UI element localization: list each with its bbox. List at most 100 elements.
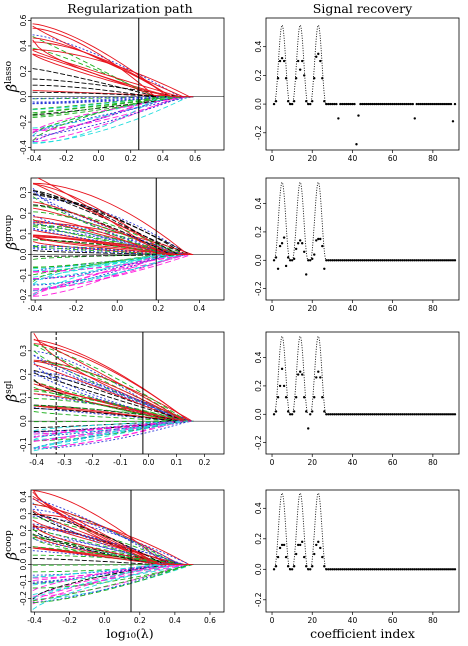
estimate-point <box>361 413 364 416</box>
estimate-point <box>381 413 384 416</box>
estimate-point <box>325 102 328 106</box>
path-lines <box>31 490 224 610</box>
estimate-point <box>403 102 406 106</box>
plot-frame <box>30 177 225 301</box>
estimate-point <box>341 102 344 106</box>
coef-path-green <box>33 211 194 255</box>
estimate-point <box>288 413 292 416</box>
estimate-point <box>319 59 322 63</box>
coef-path-red <box>32 534 194 566</box>
estimate-point <box>351 413 354 416</box>
path-panel-0: -0.4 -0.2 0.0 0.2 0.4 0.6 -0.4 -0.2 0.0 0.2 0.4 0.6 <box>19 14 225 163</box>
x-tick-label: -0.2 <box>62 616 77 625</box>
right-x-axis-title: coefficient index <box>310 626 415 641</box>
y-tick-label: 0.0 <box>254 254 263 266</box>
estimate-point <box>361 259 364 262</box>
estimate-point <box>363 102 366 106</box>
y-tick-label: -0.2 <box>254 435 263 450</box>
estimate-point <box>365 568 368 571</box>
estimate-point <box>298 239 302 242</box>
true-signal-curve <box>273 492 291 570</box>
estimate-point <box>411 568 414 571</box>
estimate-point <box>345 568 348 571</box>
path-lines <box>31 23 224 144</box>
true-signal-curve <box>273 181 291 261</box>
coef-path-magenta <box>32 564 194 600</box>
plot-frame <box>265 331 460 455</box>
coef-path-red <box>32 526 194 566</box>
x-tick-label: -0.1 <box>113 458 128 467</box>
estimate-point <box>286 410 290 413</box>
y-tick-label: 0.4 <box>19 491 28 503</box>
estimate-point <box>309 259 312 262</box>
y-tick-label: -0.2 <box>19 591 28 606</box>
x-tick-label: 0.0 <box>99 616 111 625</box>
estimate-point <box>331 413 334 416</box>
coef-path-red <box>32 235 194 255</box>
y-tick-label: -0.2 <box>254 281 263 296</box>
coef-path-blue <box>33 248 194 255</box>
y-tick-label: 0.2 <box>254 380 263 392</box>
estimate-point <box>431 102 435 106</box>
estimate-point <box>385 413 388 416</box>
signal-panel-1: 0 20 40 60 80 -0.2 0.0 0.2 0.4 <box>254 177 460 313</box>
plot-frame <box>265 177 460 301</box>
estimate-point <box>451 259 455 262</box>
coef-path-cyan <box>33 420 194 432</box>
coef-path-cyan <box>32 564 194 610</box>
estimate-point <box>409 259 412 262</box>
true-signal-curve <box>309 492 327 570</box>
estimate-point <box>415 102 418 106</box>
estimate-point <box>296 543 300 547</box>
estimate-point <box>391 413 394 416</box>
y-tick-label: 0.0 <box>19 91 28 103</box>
estimate-point <box>387 568 390 571</box>
coef-path-magenta <box>32 96 194 143</box>
estimate-point <box>276 555 280 559</box>
coef-path-green <box>32 96 194 142</box>
estimate-point <box>427 102 431 106</box>
estimate-point <box>365 102 368 106</box>
estimate-point <box>403 259 406 262</box>
estimate-point <box>323 565 326 568</box>
y-tick-label: 0.0 <box>19 415 28 427</box>
estimate-point <box>367 568 370 571</box>
coef-path-red <box>33 360 194 422</box>
estimate-point <box>274 410 278 413</box>
coef-path-blue <box>33 355 194 422</box>
x-tick-label: 40 <box>348 616 358 625</box>
estimate-point <box>399 568 402 571</box>
estimate-point <box>278 59 282 63</box>
estimate-point <box>305 273 308 276</box>
x-tick-label: 0.6 <box>204 616 216 625</box>
y-tick-label: 0.0 <box>19 558 28 570</box>
coef-path-magenta <box>32 96 194 141</box>
estimate-point <box>333 259 336 262</box>
x-tick-label: 0.0 <box>93 154 105 163</box>
estimate-point <box>302 555 306 559</box>
true-signal-curve <box>291 335 309 415</box>
y-tick-label: 0.2 <box>254 226 263 238</box>
coef-path-blue <box>32 550 194 566</box>
estimate-point <box>292 257 296 261</box>
plot-frame <box>30 489 225 613</box>
estimate-point <box>311 257 314 261</box>
coef-path-magenta <box>32 254 194 294</box>
estimate-point <box>397 102 400 106</box>
coef-path-blue <box>33 245 194 255</box>
estimate-point <box>355 259 358 262</box>
estimate-point <box>391 568 394 571</box>
estimate-point <box>313 552 316 556</box>
estimate-point <box>339 568 342 571</box>
estimate-point <box>371 568 374 571</box>
estimate-point <box>367 413 370 416</box>
y-tick-label: -0.2 <box>254 125 263 140</box>
coef-path-blue <box>32 227 194 255</box>
estimate-point <box>345 102 348 106</box>
x-tick-label: 0.2 <box>152 304 164 313</box>
coef-path-cyan <box>32 564 194 600</box>
coef-path-red <box>32 496 194 566</box>
estimate-point <box>443 102 447 106</box>
estimate-point <box>278 384 282 388</box>
estimate-point <box>315 376 318 379</box>
